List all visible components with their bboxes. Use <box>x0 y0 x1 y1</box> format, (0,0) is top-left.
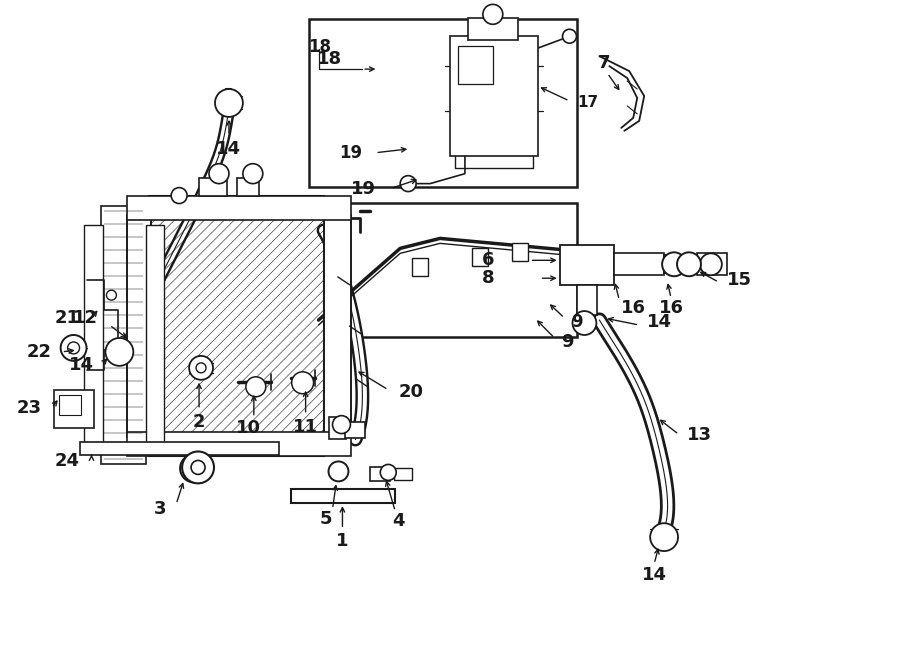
Bar <box>472 248 488 266</box>
Text: 19: 19 <box>339 144 363 162</box>
Text: 20: 20 <box>398 383 423 401</box>
Bar <box>309 203 578 337</box>
Text: 9: 9 <box>572 313 583 331</box>
Bar <box>615 254 664 275</box>
Text: 3: 3 <box>154 500 166 518</box>
Circle shape <box>572 311 597 335</box>
Text: 6: 6 <box>482 252 495 269</box>
Bar <box>102 205 147 465</box>
Text: 9: 9 <box>562 333 574 351</box>
Circle shape <box>292 372 313 394</box>
Circle shape <box>106 350 116 360</box>
Text: 21: 21 <box>55 309 79 327</box>
Circle shape <box>188 463 200 475</box>
Bar <box>412 258 428 276</box>
Text: 16: 16 <box>659 299 684 317</box>
Bar <box>697 254 727 275</box>
Bar <box>199 177 227 195</box>
Circle shape <box>171 187 187 203</box>
Text: 10: 10 <box>237 418 261 437</box>
Circle shape <box>381 465 396 481</box>
Bar <box>394 469 412 481</box>
Bar <box>54 390 94 428</box>
Text: 8: 8 <box>482 269 495 287</box>
Bar <box>450 36 537 156</box>
Bar <box>560 246 615 285</box>
Text: 4: 4 <box>392 512 404 530</box>
Circle shape <box>662 252 686 276</box>
Text: 11: 11 <box>293 418 318 436</box>
Text: 15: 15 <box>727 271 752 289</box>
Text: 12: 12 <box>73 309 97 327</box>
Text: 5: 5 <box>320 510 332 528</box>
Bar <box>458 46 493 84</box>
Circle shape <box>68 342 79 354</box>
Bar <box>346 422 365 438</box>
Bar <box>309 19 578 187</box>
Text: 24: 24 <box>55 452 79 471</box>
Text: 17: 17 <box>578 95 599 111</box>
Bar <box>58 395 81 414</box>
Text: 7: 7 <box>598 54 610 72</box>
Circle shape <box>105 338 133 366</box>
Bar <box>323 216 351 436</box>
Text: 23: 23 <box>17 399 41 416</box>
Bar <box>84 226 104 444</box>
Text: 16: 16 <box>621 299 646 317</box>
Circle shape <box>328 461 348 481</box>
Circle shape <box>60 335 86 361</box>
Bar <box>468 19 518 40</box>
Bar <box>512 244 527 261</box>
Circle shape <box>196 363 206 373</box>
Text: 22: 22 <box>27 343 51 361</box>
Text: 14: 14 <box>68 356 94 374</box>
Circle shape <box>700 254 722 275</box>
Bar <box>237 177 259 195</box>
Circle shape <box>243 164 263 183</box>
Text: 19: 19 <box>351 179 376 197</box>
Circle shape <box>180 455 208 483</box>
Circle shape <box>182 451 214 483</box>
Bar <box>291 489 395 503</box>
Bar <box>664 256 699 273</box>
Text: 14: 14 <box>642 566 667 584</box>
Circle shape <box>677 252 701 276</box>
Bar <box>128 195 351 220</box>
Text: 2: 2 <box>193 412 205 430</box>
Text: 1: 1 <box>337 532 348 550</box>
Text: 13: 13 <box>687 426 712 444</box>
Circle shape <box>215 89 243 117</box>
Text: 14: 14 <box>647 313 672 331</box>
Text: 18: 18 <box>317 50 342 68</box>
Circle shape <box>562 29 577 43</box>
Bar <box>128 432 351 457</box>
Bar <box>79 442 279 455</box>
Bar <box>149 195 323 457</box>
Bar <box>578 285 598 315</box>
Circle shape <box>189 356 213 380</box>
Circle shape <box>209 164 229 183</box>
Text: 18: 18 <box>309 38 331 56</box>
Circle shape <box>191 461 205 475</box>
Circle shape <box>483 5 503 24</box>
Circle shape <box>650 523 678 551</box>
Bar <box>147 226 164 444</box>
Bar <box>328 416 346 438</box>
Bar <box>370 467 391 481</box>
Circle shape <box>400 175 416 191</box>
Text: 14: 14 <box>216 140 241 158</box>
Bar <box>128 216 151 436</box>
Circle shape <box>106 290 116 300</box>
Circle shape <box>246 377 266 397</box>
Circle shape <box>332 416 350 434</box>
